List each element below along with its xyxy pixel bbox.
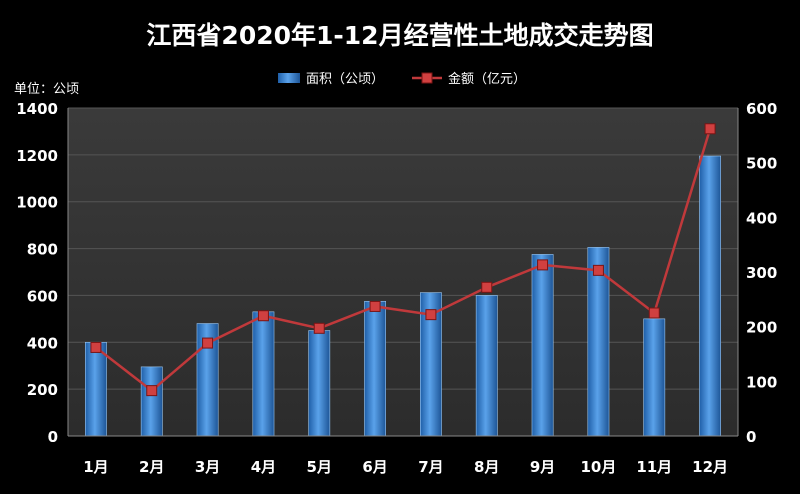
bar-series <box>85 155 721 437</box>
line-point <box>202 337 214 349</box>
line-point <box>648 307 660 319</box>
bar <box>531 254 554 437</box>
line-point <box>592 264 604 276</box>
bar <box>643 318 666 437</box>
right-tick-label: 600 <box>746 100 777 118</box>
x-tick-label: 10月 <box>580 458 616 476</box>
axes: 0 200 400 600 800 1000 1200 1400 0 100 200 300 400 50… <box>16 100 777 476</box>
x-tick-label: 3月 <box>195 458 220 476</box>
right-tick-label: 200 <box>746 319 777 337</box>
left-tick-label: 200 <box>27 381 58 399</box>
line-point <box>537 259 549 271</box>
x-tick-label: 11月 <box>636 458 672 476</box>
bar <box>140 366 163 437</box>
line-point <box>146 385 158 397</box>
line-point <box>481 281 493 293</box>
x-tick-label: 8月 <box>474 458 499 476</box>
right-tick-label: 400 <box>746 209 777 227</box>
bar <box>699 155 721 437</box>
line-point <box>704 123 716 135</box>
line-point <box>425 309 437 321</box>
x-tick-label: 7月 <box>418 458 443 476</box>
x-tick-label: 5月 <box>307 458 332 476</box>
right-tick-label: 0 <box>746 428 756 446</box>
left-tick-label: 600 <box>27 287 58 305</box>
x-tick-label: 12月 <box>692 458 728 476</box>
left-tick-label: 1000 <box>16 194 58 212</box>
chart-title: 江西省2020年1-12月经营性土地成交走势图 <box>146 21 653 50</box>
x-tick-label: 4月 <box>251 458 276 476</box>
right-tick-label: 500 <box>746 155 777 173</box>
legend-bar-swatch <box>278 73 300 83</box>
line-point <box>369 300 381 312</box>
line-path <box>95 128 712 393</box>
legend-line-marker <box>421 72 433 84</box>
bar <box>252 311 275 437</box>
left-tick-label: 1400 <box>16 100 58 118</box>
x-tick-label: 9月 <box>530 458 555 476</box>
line-point <box>257 310 269 322</box>
x-tick-label: 1月 <box>83 458 108 476</box>
line-series <box>90 123 716 397</box>
legend: 面积（公顷） 金额（亿元） <box>278 71 526 87</box>
x-tick-label: 2月 <box>139 458 164 476</box>
right-tick-label: 100 <box>746 373 777 391</box>
left-tick-label: 800 <box>27 241 58 259</box>
line-point <box>313 322 325 334</box>
unit-label: 单位：公顷 <box>14 82 79 97</box>
bar <box>308 330 331 437</box>
bar <box>85 341 107 437</box>
x-tick-label: 6月 <box>362 458 387 476</box>
line-point <box>90 341 102 353</box>
left-tick-label: 400 <box>27 334 58 352</box>
legend-bar-label: 面积（公顷） <box>306 72 384 87</box>
left-tick-label: 0 <box>48 428 58 446</box>
left-tick-label: 1200 <box>16 147 58 165</box>
right-tick-label: 300 <box>746 264 777 282</box>
legend-line-label: 金额（亿元） <box>448 71 526 87</box>
bar <box>364 300 386 437</box>
plot-area <box>68 108 738 436</box>
bar <box>475 295 498 437</box>
